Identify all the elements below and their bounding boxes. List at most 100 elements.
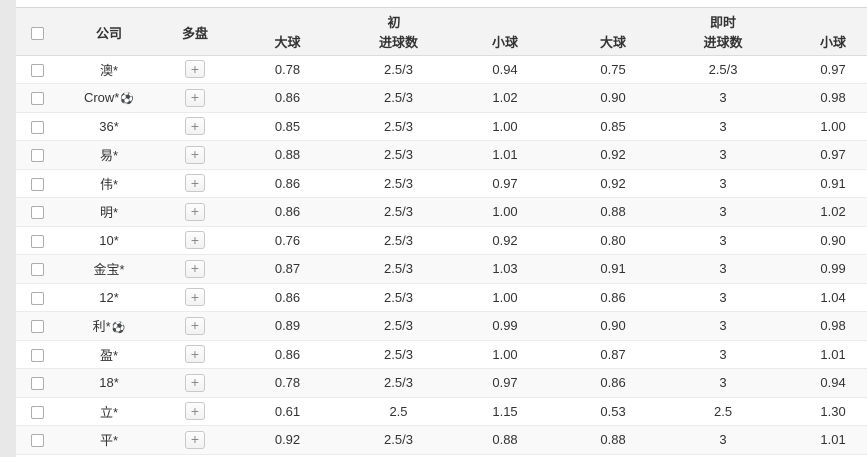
company-cell[interactable]: 利*⚽ <box>58 311 160 341</box>
row-checkbox[interactable] <box>30 434 44 448</box>
row-checkbox[interactable] <box>30 348 44 362</box>
row-checkbox-cell <box>16 55 58 84</box>
table-row: 易* + 0.88 2.5/3 1.01 0.92 3 0.97 <box>16 140 867 170</box>
live-over-cell: 0.90 <box>558 311 669 341</box>
row-checkbox[interactable] <box>30 92 44 106</box>
initial-over-cell: 0.92 <box>230 425 345 455</box>
expand-plus-button[interactable]: + <box>185 430 205 449</box>
expand-plus-button[interactable]: + <box>185 316 205 335</box>
initial-goals-cell: 2.5/3 <box>345 140 452 170</box>
multi-cell: + <box>160 311 230 341</box>
row-checkbox[interactable] <box>30 234 44 248</box>
initial-under-cell: 1.03 <box>452 254 559 284</box>
multi-cell: + <box>160 83 230 113</box>
multi-cell: + <box>160 283 230 312</box>
initial-goals-cell: 2.5/3 <box>345 112 452 141</box>
live-goals-cell: 3 <box>668 197 779 227</box>
header-sub-row: 大球 进球数 小球 大球 进球数 小球 <box>16 31 867 56</box>
company-cell[interactable]: 金宝* <box>58 254 160 284</box>
column-header-live-over: 大球 <box>558 31 669 56</box>
live-goals-cell: 3 <box>668 226 779 255</box>
row-checkbox-cell <box>16 397 58 426</box>
expand-plus-button[interactable]: + <box>185 88 205 107</box>
table-row: 10* + 0.76 2.5/3 0.92 0.80 3 0.90 <box>16 226 867 255</box>
multi-cell: + <box>160 340 230 369</box>
live-goals-cell: 3 <box>668 311 779 341</box>
company-name: 18* <box>99 375 119 391</box>
company-cell[interactable]: 盈* <box>58 340 160 369</box>
row-checkbox[interactable] <box>30 63 44 77</box>
column-header-company: 公司 <box>58 7 160 56</box>
expand-plus-button[interactable]: + <box>185 117 205 136</box>
company-cell[interactable]: 18* <box>58 368 160 398</box>
expand-plus-button[interactable]: + <box>185 202 205 221</box>
company-cell[interactable]: Crow*⚽ <box>58 83 160 113</box>
column-group-initial: 初 <box>230 7 559 32</box>
company-cell[interactable]: 36* <box>58 112 160 141</box>
select-all-checkbox[interactable] <box>30 27 44 41</box>
company-name: 金宝* <box>93 262 125 278</box>
multi-cell: + <box>160 368 230 398</box>
live-goals-cell: 3 <box>668 425 779 455</box>
odds-table-header: 公司 多盘 初 即时 大球 进球数 小球 大球 进球数 小球 <box>16 7 867 56</box>
odds-table-wrap: 公司 多盘 初 即时 大球 进球数 小球 大球 进球数 小球 澳* <box>16 0 867 455</box>
initial-over-cell: 0.86 <box>230 197 345 227</box>
row-checkbox[interactable] <box>30 291 44 305</box>
company-cell[interactable]: 伟* <box>58 169 160 198</box>
company-cell[interactable]: 立* <box>58 397 160 426</box>
column-header-initial-over: 大球 <box>230 31 345 56</box>
row-checkbox-cell <box>16 254 58 284</box>
expand-plus-button[interactable]: + <box>185 145 205 164</box>
live-under-cell: 0.94 <box>778 368 867 398</box>
expand-plus-button[interactable]: + <box>185 402 205 421</box>
live-under-cell: 0.97 <box>778 55 867 84</box>
initial-goals-cell: 2.5/3 <box>345 55 452 84</box>
expand-plus-button[interactable]: + <box>185 231 205 250</box>
column-header-initial-goals: 进球数 <box>345 31 452 56</box>
row-checkbox[interactable] <box>30 320 44 334</box>
row-checkbox[interactable] <box>30 149 44 163</box>
company-cell[interactable]: 澳* <box>58 55 160 84</box>
multi-cell: + <box>160 140 230 170</box>
expand-plus-button[interactable]: + <box>185 345 205 364</box>
table-row: 伟* + 0.86 2.5/3 0.97 0.92 3 0.91 <box>16 169 867 198</box>
row-checkbox[interactable] <box>30 177 44 191</box>
expand-plus-button[interactable]: + <box>185 174 205 193</box>
column-header-multi: 多盘 <box>160 7 230 56</box>
company-cell[interactable]: 10* <box>58 226 160 255</box>
initial-goals-cell: 2.5/3 <box>345 340 452 369</box>
row-checkbox[interactable] <box>30 263 44 277</box>
expand-plus-button[interactable]: + <box>185 288 205 307</box>
company-cell[interactable]: 平* <box>58 425 160 455</box>
multi-cell: + <box>160 425 230 455</box>
live-goals-cell: 3 <box>668 140 779 170</box>
row-checkbox[interactable] <box>30 120 44 134</box>
company-name: Crow* <box>83 90 120 106</box>
row-checkbox[interactable] <box>30 377 44 391</box>
initial-over-cell: 0.78 <box>230 368 345 398</box>
table-row: 平* + 0.92 2.5/3 0.88 0.88 3 1.01 <box>16 425 867 455</box>
expand-plus-button[interactable]: + <box>185 373 205 392</box>
company-name: 盈* <box>99 347 119 363</box>
expand-plus-button[interactable]: + <box>185 259 205 278</box>
row-checkbox[interactable] <box>30 405 44 419</box>
company-cell[interactable]: 易* <box>58 140 160 170</box>
initial-goals-cell: 2.5 <box>345 397 452 426</box>
row-checkbox[interactable] <box>30 206 44 220</box>
live-under-cell: 1.01 <box>778 340 867 369</box>
table-row: 18* + 0.78 2.5/3 0.97 0.86 3 0.94 <box>16 368 867 398</box>
company-cell[interactable]: 明* <box>58 197 160 227</box>
expand-plus-button[interactable]: + <box>185 60 205 79</box>
live-over-cell: 0.90 <box>558 83 669 113</box>
initial-over-cell: 0.86 <box>230 83 345 113</box>
live-under-cell: 0.91 <box>778 169 867 198</box>
live-over-cell: 0.88 <box>558 425 669 455</box>
multi-cell: + <box>160 254 230 284</box>
initial-goals-cell: 2.5/3 <box>345 311 452 341</box>
initial-over-cell: 0.88 <box>230 140 345 170</box>
initial-goals-cell: 2.5/3 <box>345 254 452 284</box>
table-row: 36* + 0.85 2.5/3 1.00 0.85 3 1.00 <box>16 112 867 141</box>
live-under-cell: 1.04 <box>778 283 867 312</box>
company-cell[interactable]: 12* <box>58 283 160 312</box>
live-goals-cell: 3 <box>668 169 779 198</box>
